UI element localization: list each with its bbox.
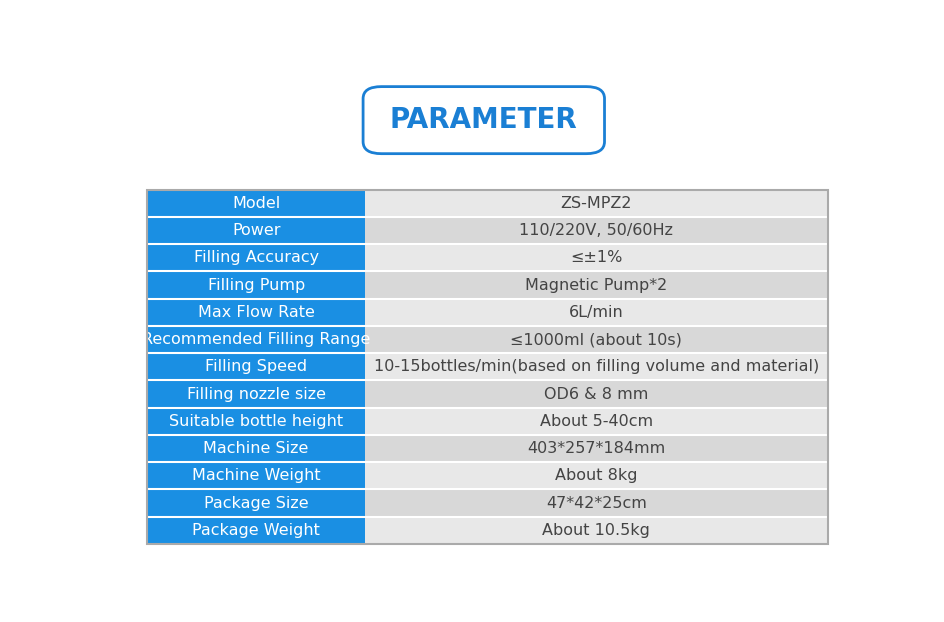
Bar: [147, 326, 365, 353]
Text: Max Flow Rate: Max Flow Rate: [197, 305, 314, 320]
Text: Machine Size: Machine Size: [204, 441, 309, 456]
FancyBboxPatch shape: [363, 86, 604, 154]
Text: ≤±1%: ≤±1%: [570, 250, 622, 265]
Text: 6L/min: 6L/min: [569, 305, 624, 320]
Bar: [365, 190, 828, 217]
Bar: [365, 217, 828, 244]
Text: PARAMETER: PARAMETER: [390, 106, 578, 134]
Bar: [147, 190, 365, 217]
Text: Suitable bottle height: Suitable bottle height: [169, 414, 344, 429]
Text: Power: Power: [232, 223, 280, 238]
Text: Package Weight: Package Weight: [193, 523, 320, 538]
Text: 47*42*25cm: 47*42*25cm: [546, 496, 647, 511]
Text: OD6 & 8 mm: OD6 & 8 mm: [544, 386, 649, 402]
Text: ≤1000ml (about 10s): ≤1000ml (about 10s): [511, 332, 683, 347]
Text: Package Size: Package Size: [204, 496, 309, 511]
Bar: [365, 407, 828, 435]
Bar: [147, 353, 365, 381]
Bar: [147, 381, 365, 407]
Bar: [365, 326, 828, 353]
Text: 110/220V, 50/60Hz: 110/220V, 50/60Hz: [519, 223, 673, 238]
Text: About 5-40cm: About 5-40cm: [540, 414, 653, 429]
Bar: [147, 190, 828, 544]
Bar: [365, 517, 828, 544]
Text: Filling Accuracy: Filling Accuracy: [194, 250, 319, 265]
Bar: [147, 517, 365, 544]
Bar: [147, 490, 365, 517]
Text: Filling Pump: Filling Pump: [208, 277, 305, 292]
Bar: [147, 462, 365, 490]
Bar: [365, 353, 828, 381]
Bar: [147, 244, 365, 271]
Bar: [365, 462, 828, 490]
Text: 403*257*184mm: 403*257*184mm: [527, 441, 666, 456]
Bar: [365, 381, 828, 407]
Bar: [365, 435, 828, 462]
Bar: [147, 299, 365, 326]
Bar: [147, 271, 365, 299]
Text: Filling nozzle size: Filling nozzle size: [187, 386, 326, 402]
Bar: [365, 271, 828, 299]
Text: 10-15bottles/min(based on filling volume and material): 10-15bottles/min(based on filling volume…: [374, 360, 819, 374]
Text: About 10.5kg: About 10.5kg: [543, 523, 650, 538]
Text: Recommended Filling Range: Recommended Filling Range: [142, 332, 370, 347]
Text: Filling Speed: Filling Speed: [205, 360, 307, 374]
Text: Machine Weight: Machine Weight: [192, 468, 320, 483]
Bar: [147, 217, 365, 244]
Text: Model: Model: [232, 196, 280, 211]
Bar: [365, 490, 828, 517]
Bar: [365, 244, 828, 271]
Text: Magnetic Pump*2: Magnetic Pump*2: [525, 277, 667, 292]
Text: About 8kg: About 8kg: [555, 468, 637, 483]
Bar: [147, 435, 365, 462]
Bar: [365, 299, 828, 326]
Bar: [147, 407, 365, 435]
Text: ZS-MPZ2: ZS-MPZ2: [561, 196, 632, 211]
